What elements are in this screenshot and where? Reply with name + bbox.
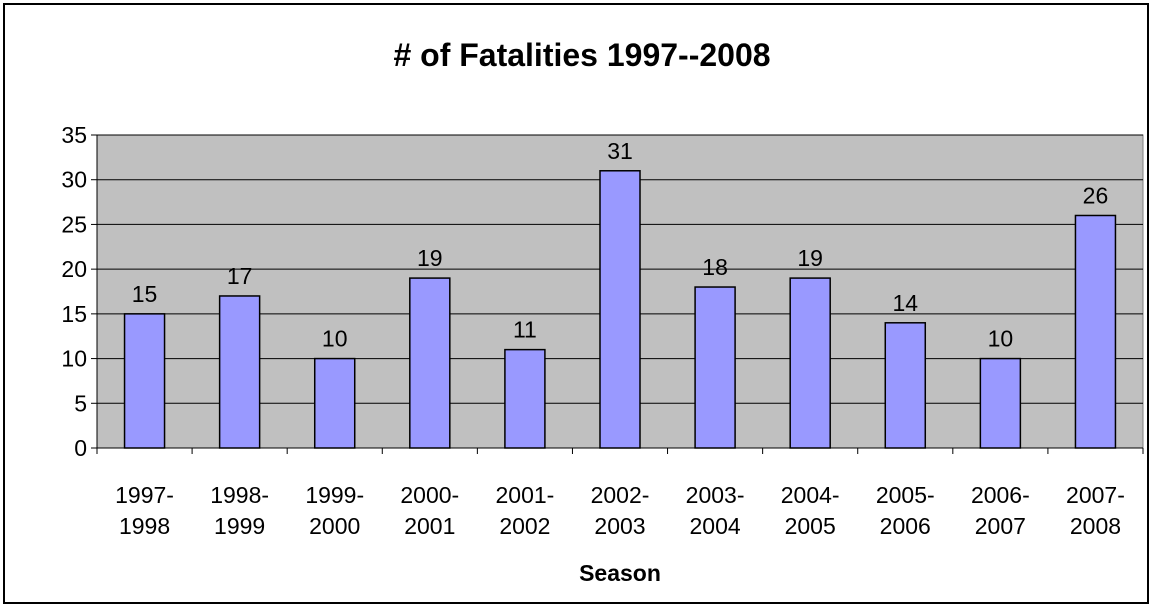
chart-title: # of Fatalities 1997--2008 [393, 37, 770, 73]
x-axis-title: Season [579, 560, 661, 586]
data-label: 11 [513, 317, 537, 343]
x-tick-label: 2008 [1070, 513, 1121, 539]
bar [789, 277, 831, 449]
x-tick-label: 2003 [594, 513, 645, 539]
y-tick-label: 20 [61, 256, 87, 282]
data-label: 31 [607, 138, 633, 164]
x-tick-label: 2000- [400, 482, 459, 508]
y-tick-label: 35 [61, 122, 87, 148]
data-label: 18 [702, 254, 728, 280]
bar [409, 277, 451, 449]
y-tick-label: 5 [74, 390, 87, 416]
y-tick-label: 10 [61, 346, 87, 372]
x-tick-label: 2004- [781, 482, 840, 508]
data-label: 10 [988, 326, 1014, 352]
bar [1074, 214, 1117, 449]
bar [123, 313, 166, 449]
x-tick-label: 1998 [119, 513, 170, 539]
bars [123, 170, 1117, 449]
bar [979, 357, 1022, 449]
y-tick-label: 15 [61, 301, 87, 327]
y-axis: 0 5 10 15 20 25 30 35 [61, 122, 98, 461]
x-tick-label: 2007 [975, 513, 1026, 539]
data-label: 19 [417, 245, 443, 271]
x-tick-label: 2006- [971, 482, 1030, 508]
bar [599, 170, 641, 449]
x-tick-label: 2001 [404, 513, 455, 539]
data-labels: 15 17 10 19 11 31 18 19 14 10 26 [132, 138, 1109, 352]
x-tick-label: 2007- [1066, 482, 1125, 508]
bar [313, 357, 356, 449]
x-tick-label: 2002 [499, 513, 550, 539]
y-tick-label: 0 [74, 435, 87, 461]
x-tick-label: 2001- [495, 482, 554, 508]
data-label: 26 [1083, 182, 1109, 208]
x-tick-label: 1998- [210, 482, 269, 508]
data-label: 17 [227, 263, 253, 289]
bar [884, 322, 927, 449]
bar [218, 295, 261, 449]
bar [504, 348, 546, 449]
x-tick-label: 1999 [214, 513, 265, 539]
x-tick-label: 2000 [309, 513, 360, 539]
x-tick-label: 2002- [591, 482, 650, 508]
x-axis: 1997- 1998 1998- 1999 1999- 2000 2000- 2001 2001… [96, 447, 1144, 539]
x-tick-label: 2004 [690, 513, 741, 539]
data-label: 14 [892, 290, 918, 316]
data-label: 10 [322, 326, 348, 352]
x-tick-label: 2003- [686, 482, 745, 508]
y-tick-label: 30 [61, 167, 87, 193]
x-tick-label: 2006 [880, 513, 931, 539]
x-tick-label: 1999- [305, 482, 364, 508]
data-label: 19 [797, 245, 823, 271]
bar [694, 286, 736, 449]
x-tick-label: 1997- [115, 482, 174, 508]
y-tick-label: 25 [61, 211, 87, 237]
x-tick-label: 2005 [785, 513, 836, 539]
x-tick-label: 2005- [876, 482, 935, 508]
data-label: 15 [132, 281, 158, 307]
